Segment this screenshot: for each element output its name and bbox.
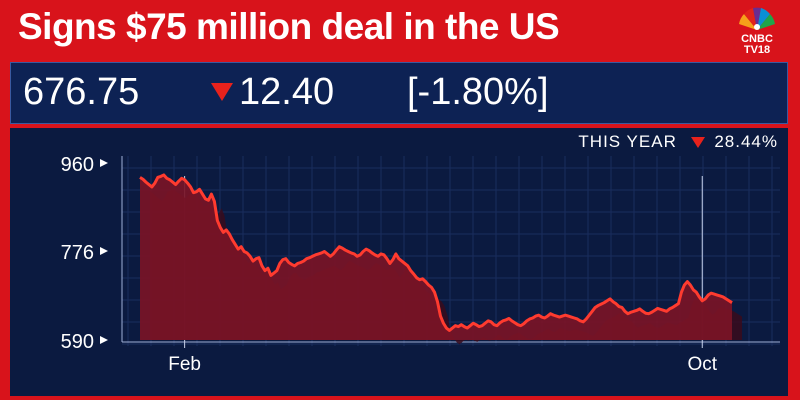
- down-triangle-icon: [211, 83, 233, 101]
- y-tick-label: 776: [61, 242, 94, 264]
- plot-area: [139, 173, 742, 345]
- x-tick-label: Feb: [168, 354, 201, 375]
- y-tick-label: 960: [61, 154, 94, 176]
- ytd-performance: THIS YEAR 28.44%: [578, 132, 778, 152]
- ytd-label: THIS YEAR: [578, 132, 677, 151]
- y-tick-marker: [100, 159, 108, 167]
- x-tick-label: Oct: [687, 354, 717, 375]
- logo-line-2: TV18: [743, 44, 771, 56]
- y-axis: 960 776 590: [61, 154, 123, 353]
- change-value: 12.40: [239, 71, 335, 113]
- ytd-down-triangle-icon: [690, 137, 705, 149]
- y-tick-marker: [100, 247, 108, 256]
- headline-bar: Signs $75 million deal in the US CNBC TV…: [0, 0, 800, 60]
- series-line: [139, 173, 733, 332]
- price-value: 676.75: [23, 71, 140, 113]
- price-chart: 960 776 590 Feb Oct: [61, 154, 780, 375]
- change-percent: [-1.80%]: [407, 71, 549, 113]
- y-tick-marker: [100, 336, 108, 344]
- series-area: [140, 174, 732, 340]
- logo-line-1: CNBC: [741, 33, 773, 45]
- ytd-value: 28.44%: [714, 132, 778, 151]
- price-bar: 676.75 12.40 [-1.80%]: [10, 62, 788, 124]
- headline: Signs $75 million deal in the US: [18, 6, 560, 47]
- y-tick-label: 590: [61, 331, 94, 353]
- cnbc-tv18-logo: CNBC TV18: [724, 4, 790, 56]
- peacock-icon: [739, 7, 775, 30]
- chart-panel: THIS YEAR 28.44% 960 776 590 Feb Oct: [10, 128, 788, 396]
